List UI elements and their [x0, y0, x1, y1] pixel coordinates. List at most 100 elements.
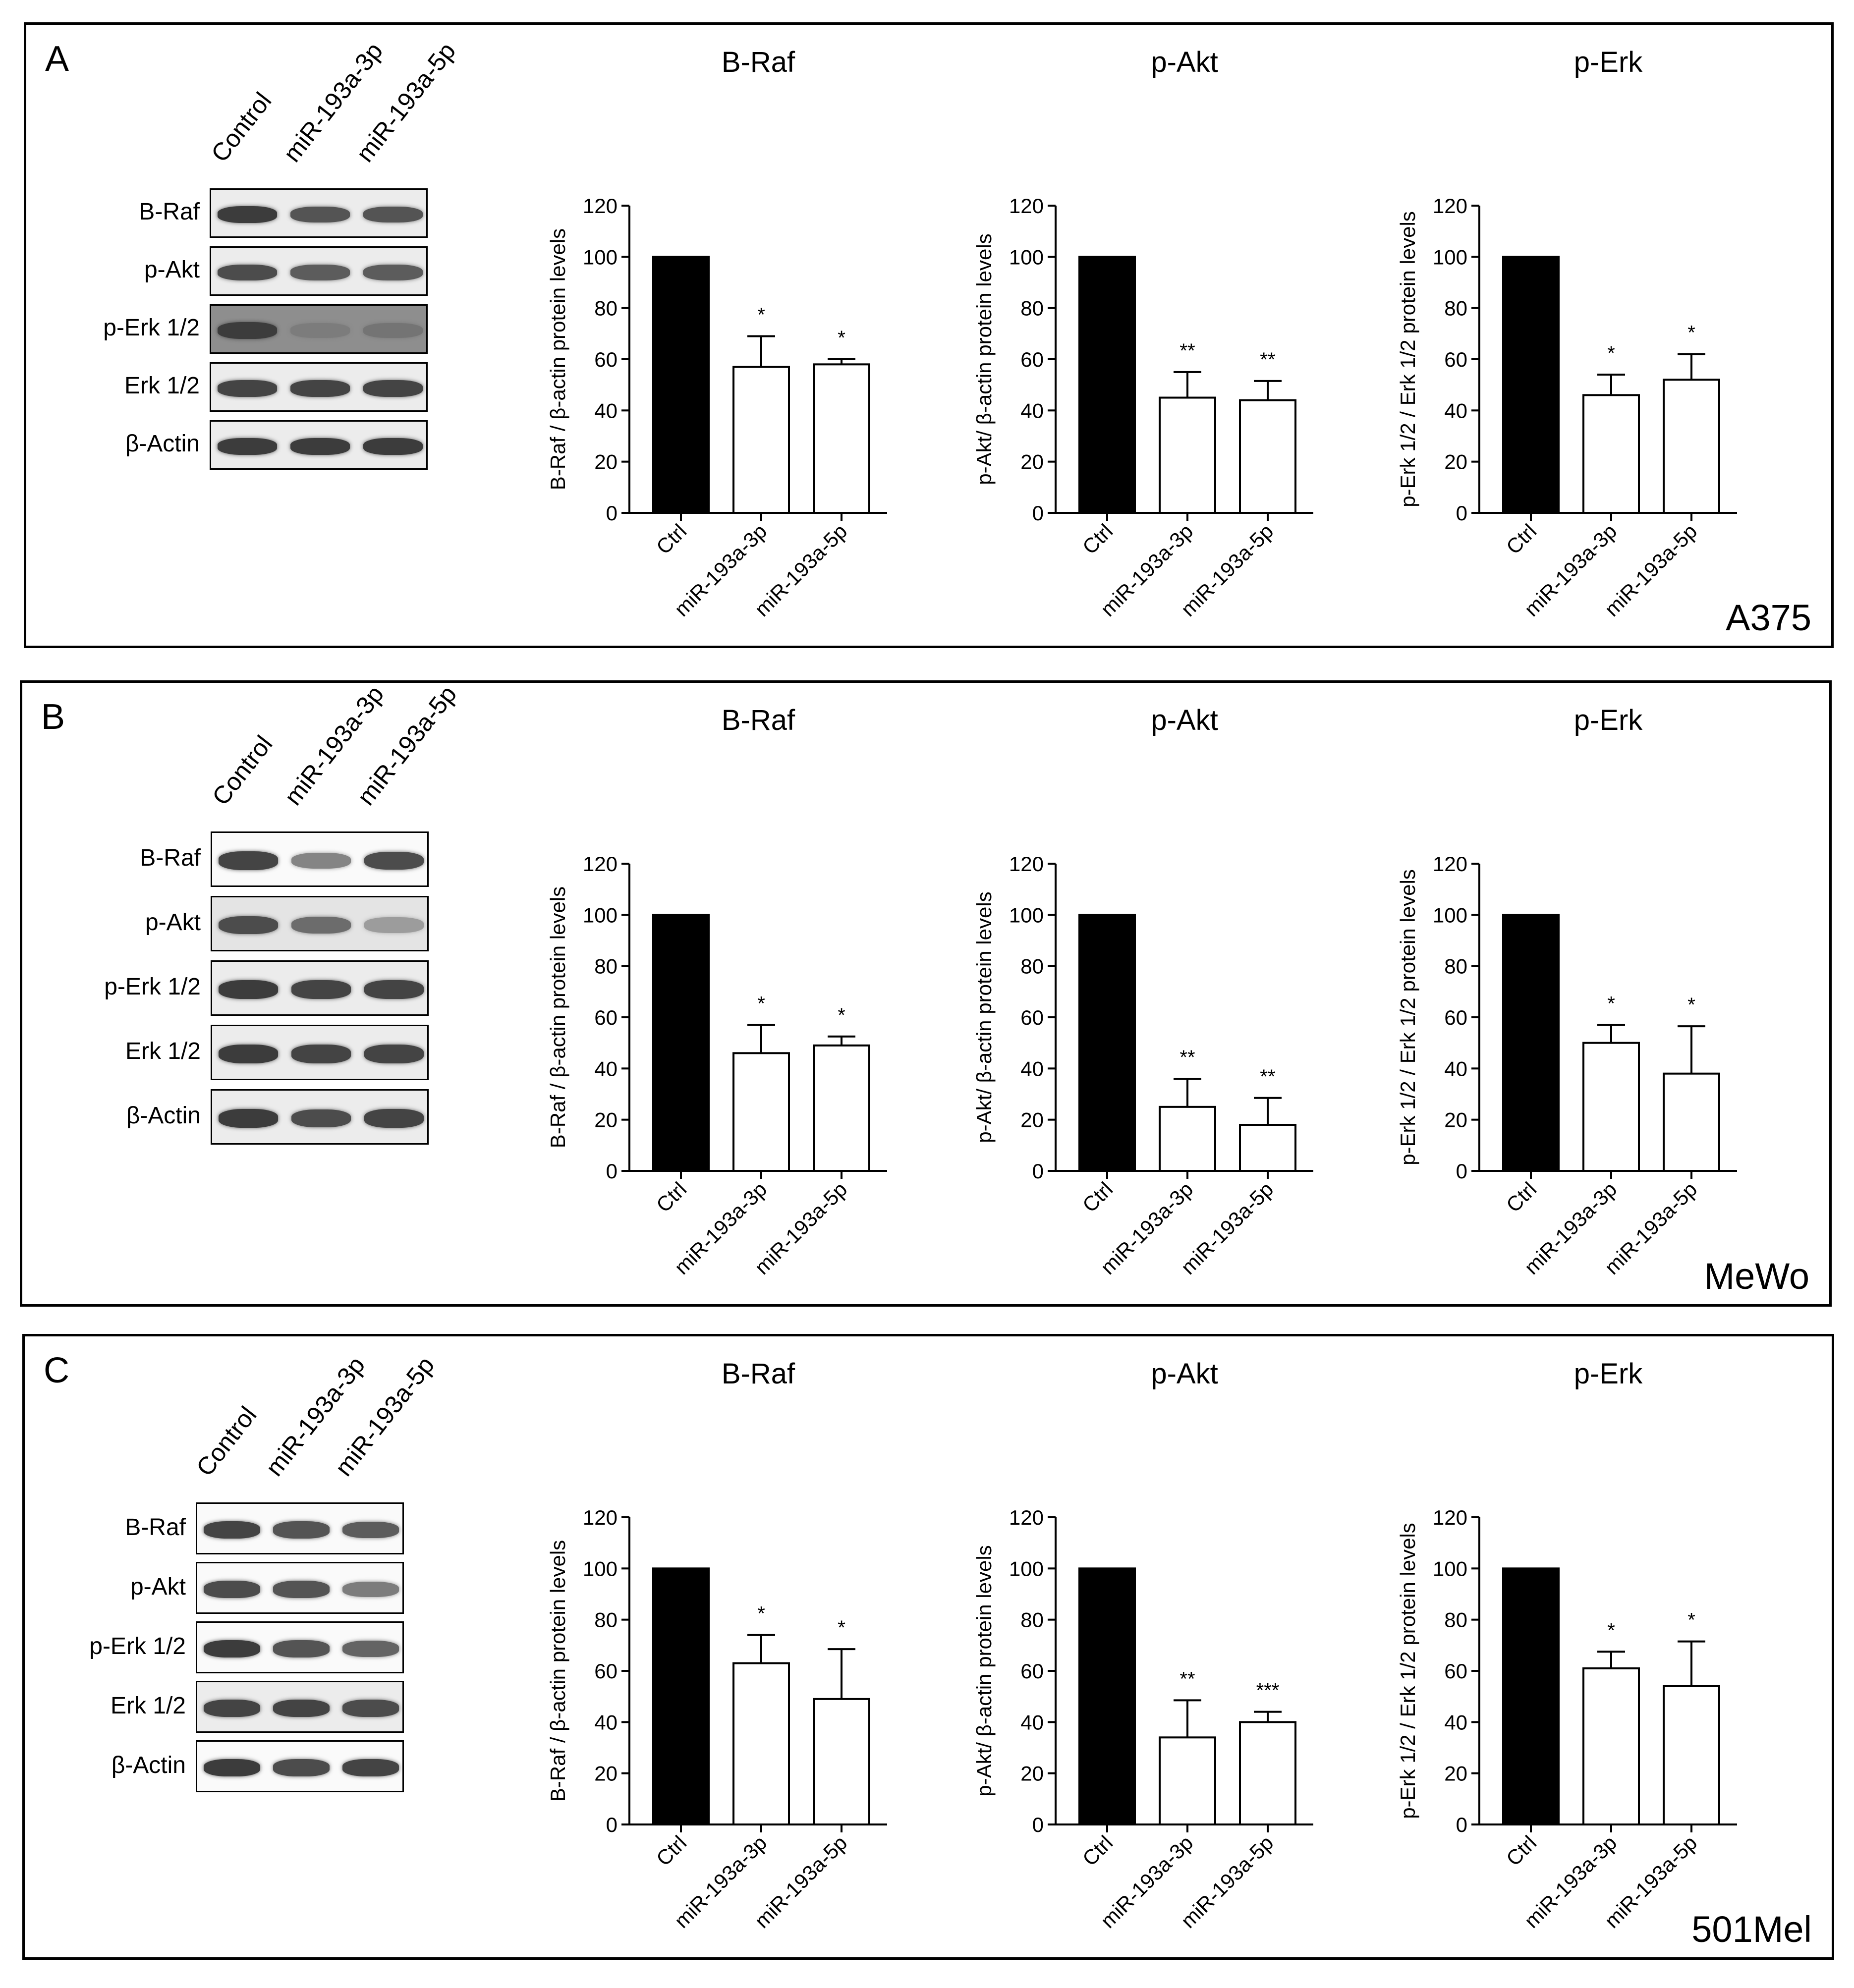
blot-band	[363, 206, 423, 223]
bar	[652, 256, 710, 514]
blot-band	[219, 851, 279, 870]
chart-title: p-Erk	[1574, 46, 1643, 78]
bar	[1663, 1072, 1720, 1172]
blot-band	[363, 380, 423, 397]
blot-row-label: β-Actin	[125, 431, 200, 457]
y-tick-label: 80	[1444, 1608, 1467, 1632]
y-tick-label: 20	[1444, 450, 1467, 474]
y-axis-label: p-Akt/ β-actin protein levels	[972, 1545, 996, 1796]
y-tick-label: 60	[1444, 1006, 1467, 1029]
chart-title: B-Raf	[722, 704, 795, 736]
y-tick-label: 0	[1032, 1160, 1044, 1183]
y-tick-label: 120	[1433, 194, 1467, 218]
bar-chart: p-Akt p-Akt/ β-actin protein levels 0 20 40 6…	[972, 46, 1313, 621]
y-tick-label: 80	[594, 1608, 618, 1632]
y-tick-label: 60	[594, 1006, 618, 1029]
blot-band	[273, 1759, 330, 1776]
x-tick-label: Ctrl	[1502, 519, 1541, 558]
blot-band	[218, 380, 278, 397]
blot-band	[291, 980, 351, 999]
blot-strip	[196, 1621, 404, 1673]
bar-chart: B-Raf B-Raf / β-actin protein levels 0 20 40…	[546, 704, 887, 1279]
blot-band	[290, 265, 350, 280]
blot-band	[364, 1045, 424, 1063]
blot-row-label: β-Actin	[126, 1103, 201, 1129]
y-tick-label: 40	[1444, 1057, 1467, 1080]
bar	[1078, 256, 1136, 514]
blot-band	[342, 1521, 399, 1539]
y-tick-label: 40	[1444, 1711, 1467, 1734]
blot-row-label: β-Actin	[111, 1752, 186, 1778]
y-tick-label: 0	[606, 501, 618, 525]
chart-title: p-Akt	[1151, 1358, 1218, 1390]
bar-chart: p-Erk p-Erk 1/2 / Erk 1/2 protein levels 0…	[1396, 704, 1737, 1279]
cell-line-label: A375	[1726, 597, 1811, 638]
y-tick-label: 60	[1444, 1659, 1467, 1683]
y-tick-label: 100	[583, 245, 618, 269]
x-tick-label: Ctrl	[652, 1177, 691, 1216]
y-axis-label: p-Erk 1/2 / Erk 1/2 protein levels	[1396, 869, 1419, 1165]
blot-strip	[210, 362, 428, 412]
chart-title: p-Akt	[1151, 46, 1218, 78]
significance-label: *	[1607, 1619, 1615, 1641]
significance-label: **	[1180, 1047, 1195, 1068]
y-tick-label: 40	[1020, 1057, 1044, 1080]
bar-chart: p-Akt p-Akt/ β-actin protein levels 0 20 40 6…	[972, 704, 1313, 1279]
y-tick-label: 20	[1020, 1108, 1044, 1132]
x-tick-label: Ctrl	[1502, 1831, 1541, 1870]
blot-band	[203, 1699, 261, 1717]
blot-band	[291, 1109, 351, 1128]
bar	[1663, 379, 1720, 514]
bar	[813, 1698, 870, 1825]
y-tick-label: 120	[1009, 1506, 1044, 1529]
bar	[1582, 394, 1640, 514]
bar	[1502, 256, 1560, 514]
y-axis-label: B-Raf / β-actin protein levels	[546, 228, 569, 490]
y-tick-label: 0	[606, 1813, 618, 1836]
blot-band	[290, 323, 350, 338]
panel-letter: B	[41, 697, 65, 737]
blot-strip	[211, 960, 429, 1016]
y-tick-label: 100	[583, 1557, 618, 1580]
blot-band	[363, 323, 423, 338]
significance-label: *	[838, 327, 845, 349]
y-tick-label: 0	[1456, 501, 1467, 525]
blot-band	[273, 1581, 330, 1598]
significance-label: ***	[1256, 1680, 1280, 1702]
blot-row-label: p-Erk 1/2	[103, 315, 200, 341]
x-tick-label: Ctrl	[1078, 1831, 1117, 1870]
blot-row-label: B-Raf	[140, 845, 201, 871]
y-axis-label: p-Erk 1/2 / Erk 1/2 protein levels	[1396, 211, 1419, 507]
y-tick-label: 40	[1020, 1711, 1044, 1734]
significance-label: **	[1180, 1668, 1195, 1690]
significance-label: *	[757, 993, 765, 1015]
y-tick-label: 80	[1020, 297, 1044, 320]
y-tick-label: 100	[1009, 1557, 1044, 1580]
x-tick-label: Ctrl	[652, 519, 691, 558]
y-tick-label: 100	[583, 903, 618, 927]
blot-row-label: B-Raf	[139, 199, 200, 225]
y-tick-label: 60	[1020, 1006, 1044, 1029]
cell-line-label: MeWo	[1704, 1256, 1809, 1297]
blot-strip	[210, 246, 428, 296]
y-tick-label: 0	[1456, 1160, 1467, 1183]
blot-band	[218, 322, 278, 339]
y-tick-label: 80	[1444, 297, 1467, 320]
significance-label: *	[757, 304, 765, 326]
y-tick-label: 40	[1020, 399, 1044, 422]
bar	[1582, 1042, 1640, 1172]
blot-band	[218, 264, 278, 281]
chart-title: B-Raf	[722, 46, 795, 78]
significance-label: *	[1607, 342, 1615, 364]
cell-line-label: 501Mel	[1691, 1909, 1812, 1950]
blot-band	[290, 438, 350, 455]
blot-band	[218, 206, 278, 223]
x-tick-label: Ctrl	[1078, 519, 1117, 558]
blot-band	[203, 1759, 261, 1777]
blot-band	[342, 1700, 399, 1717]
blot-band	[363, 438, 423, 455]
bar	[1078, 914, 1136, 1172]
bar	[1159, 1105, 1216, 1172]
blot-band	[291, 916, 351, 934]
y-tick-label: 100	[1433, 1557, 1467, 1580]
